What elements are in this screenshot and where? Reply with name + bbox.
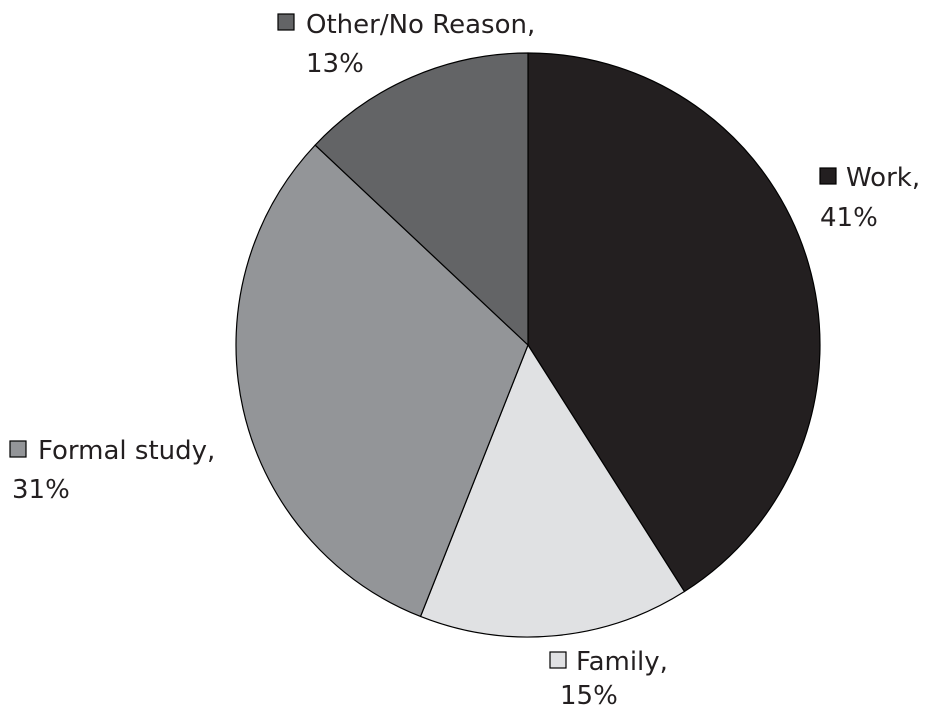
slice-label-formal-study-name: Formal study, xyxy=(38,436,215,466)
slice-label-family: Family, 15% xyxy=(549,647,668,706)
slice-label-work: Work, 41% xyxy=(819,163,920,233)
legend-swatch-work xyxy=(819,167,837,185)
legend-swatch-family xyxy=(549,651,567,669)
pie-slice-formal-study xyxy=(235,144,529,618)
slice-label-work-name: Work, xyxy=(846,163,920,193)
slice-label-other-name: Other/No Reason, xyxy=(306,10,535,40)
slice-label-other-value: 13% xyxy=(306,49,364,79)
pie-slice-other xyxy=(314,52,529,346)
slice-label-family-name: Family, xyxy=(576,647,668,677)
legend-swatch-formal-study xyxy=(9,440,27,458)
pie-slice-family xyxy=(419,344,686,638)
slice-label-family-value: 15% xyxy=(560,681,618,706)
slice-label-other: Other/No Reason, 13% xyxy=(277,10,535,79)
pie-slice-work xyxy=(527,52,821,593)
slice-label-formal-study: Formal study, 31% xyxy=(9,436,215,505)
slice-label-work-value: 41% xyxy=(820,203,878,233)
legend-swatch-other xyxy=(277,13,295,31)
slice-label-formal-study-value: 31% xyxy=(12,475,70,505)
pie-slices xyxy=(235,52,821,638)
